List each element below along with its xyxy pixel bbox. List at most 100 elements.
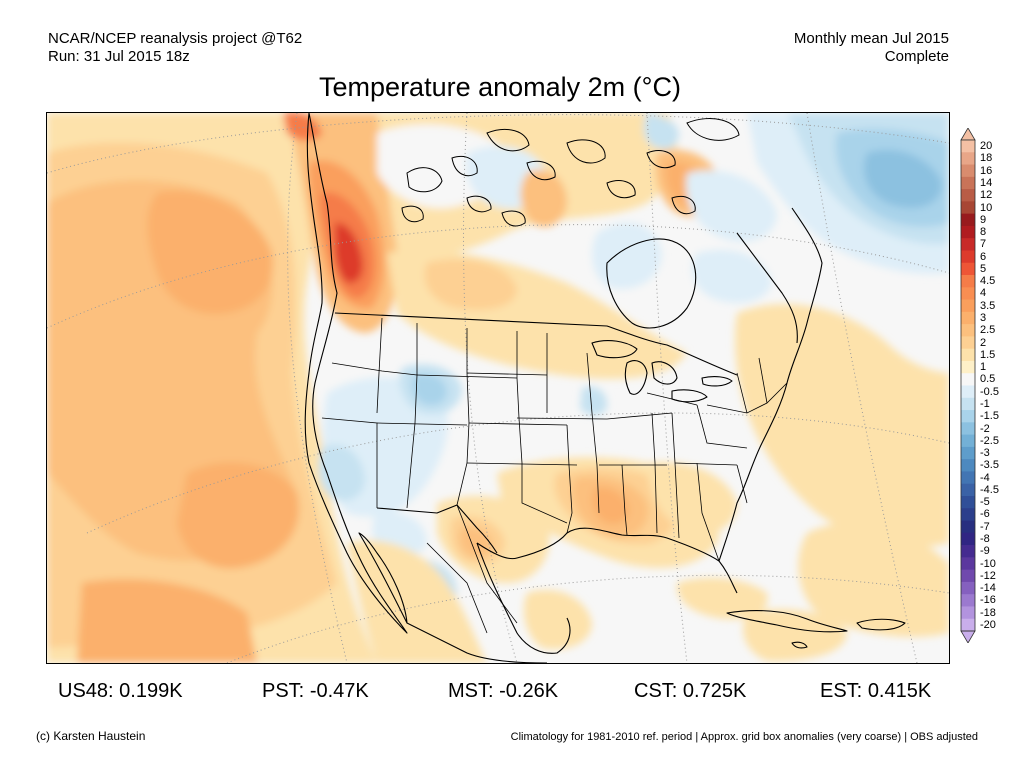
model-label: NCAR/NCEP reanalysis project @T62 bbox=[48, 30, 303, 47]
status-label: Complete bbox=[884, 48, 949, 65]
colorbar-swatch bbox=[961, 287, 975, 300]
colorbar-swatch bbox=[961, 299, 975, 313]
anomaly-map bbox=[46, 112, 950, 664]
colorbar-label: -1 bbox=[980, 397, 990, 410]
colorbar-swatch bbox=[961, 213, 975, 227]
colorbar-label: -20 bbox=[980, 618, 996, 631]
colorbar-swatch bbox=[961, 360, 975, 374]
colorbar-label: -1.5 bbox=[980, 410, 999, 423]
header-left: NCAR/NCEP reanalysis project @T62 Run: 3… bbox=[48, 30, 302, 66]
colorbar-swatch bbox=[961, 410, 975, 423]
color-scale-bar bbox=[960, 128, 976, 643]
colorbar-label: 4 bbox=[980, 287, 987, 300]
colorbar-label: -4.5 bbox=[980, 483, 999, 496]
colorbar-swatch bbox=[961, 250, 975, 264]
colorbar-swatch bbox=[961, 434, 975, 448]
colorbar-label: 20 bbox=[980, 140, 993, 153]
colorbar-swatch bbox=[961, 275, 975, 288]
colorbar-label: 12 bbox=[980, 189, 993, 202]
colorbar-label: -6 bbox=[980, 508, 990, 521]
colorbar-label: -7 bbox=[980, 520, 990, 533]
colorbar-swatch bbox=[961, 324, 975, 337]
map-title: Temperature anomaly 2m (°C) bbox=[319, 72, 681, 102]
colorbar-label: 7 bbox=[980, 238, 987, 251]
anomaly-field bbox=[47, 113, 949, 663]
colorbar-swatch bbox=[961, 336, 975, 350]
colorbar-label: 5 bbox=[980, 262, 987, 275]
colorbar-swatch bbox=[961, 262, 975, 276]
colorbar-swatch bbox=[961, 422, 975, 435]
colorbar-label: -12 bbox=[980, 569, 996, 582]
colorbar-swatch bbox=[961, 397, 975, 411]
colorbar-swatch bbox=[961, 189, 975, 202]
colorbar-max-arrow bbox=[960, 128, 976, 141]
colorbar-swatch bbox=[961, 520, 975, 534]
colorbar-swatch bbox=[961, 311, 975, 325]
colorbar-swatch bbox=[961, 495, 975, 509]
colorbar-label: 16 bbox=[980, 164, 993, 177]
colorbar-swatch bbox=[961, 508, 975, 521]
colorbar-swatch bbox=[961, 348, 975, 362]
colorbar-label: -18 bbox=[980, 606, 996, 619]
state-borders bbox=[321, 317, 788, 562]
colorbar-swatch bbox=[961, 238, 975, 251]
colorbar-swatch bbox=[961, 140, 975, 153]
colorbar-label: -16 bbox=[980, 594, 996, 607]
colorbar-label: -3 bbox=[980, 447, 990, 459]
colorbar-label: 2.5 bbox=[980, 324, 996, 337]
stat-pst: PST: -0.47K bbox=[262, 680, 369, 702]
colorbar-swatch bbox=[961, 164, 975, 178]
colorbar-label: -9 bbox=[980, 545, 990, 558]
colorbar-swatch bbox=[961, 606, 975, 620]
colorbar-label: 3 bbox=[980, 312, 987, 324]
colorbar-swatch bbox=[961, 594, 975, 607]
footnote: Climatology for 1981-2010 ref. period | … bbox=[510, 731, 978, 743]
colorbar-label: 14 bbox=[980, 177, 993, 189]
run-label: Run: 31 Jul 2015 18z bbox=[48, 48, 190, 65]
stat-cst: CST: 0.725K bbox=[634, 680, 747, 702]
colorbar-label: 2 bbox=[980, 336, 987, 349]
colorbar-swatch bbox=[961, 385, 975, 399]
colorbar-swatch bbox=[961, 545, 975, 558]
colorbar-swatch bbox=[961, 225, 975, 239]
colorbar-swatch bbox=[961, 176, 975, 190]
colorbar-swatch bbox=[961, 618, 975, 632]
colorbar-label: -0.5 bbox=[980, 385, 999, 398]
period-label: Monthly mean Jul 2015 bbox=[793, 30, 949, 47]
colorbar-label: 1 bbox=[980, 361, 987, 374]
colorbar-label: 4.5 bbox=[980, 275, 996, 288]
stat-us48: US48: 0.199K bbox=[58, 680, 183, 702]
arctic-islands bbox=[401, 118, 740, 227]
colorbar-swatch bbox=[961, 581, 975, 595]
colorbar-label: -4 bbox=[980, 471, 990, 484]
colorbar-swatch bbox=[961, 483, 975, 497]
colorbar-label: 10 bbox=[980, 201, 993, 214]
colorbar-label: 6 bbox=[980, 250, 987, 263]
colorbar-label: -2 bbox=[980, 422, 990, 435]
colorbar-swatch bbox=[961, 557, 975, 571]
colorbar-label: 8 bbox=[980, 226, 987, 239]
colorbar-label: -2.5 bbox=[980, 434, 999, 447]
stat-mst: MST: -0.26K bbox=[448, 680, 559, 702]
colorbar-swatch bbox=[961, 373, 975, 386]
colorbar-label: -3.5 bbox=[980, 459, 999, 472]
colorbar-label: 3.5 bbox=[980, 299, 996, 312]
coastlines bbox=[304, 113, 906, 663]
colorbar-swatch bbox=[961, 446, 975, 460]
colorbar-label: 1.5 bbox=[980, 348, 996, 361]
colorbar-swatch bbox=[961, 471, 975, 485]
colorbar-label: -8 bbox=[980, 532, 990, 545]
colorbar-swatch bbox=[961, 459, 975, 472]
colorbar-swatch bbox=[961, 201, 975, 215]
mexico-borders bbox=[426, 504, 518, 634]
colorbar-label: 9 bbox=[980, 213, 987, 226]
colorbar-swatch bbox=[961, 569, 975, 583]
colorbar-label: -5 bbox=[980, 496, 990, 509]
colorbar-label: -10 bbox=[980, 557, 996, 570]
regional-stats: US48: 0.199K PST: -0.47K MST: -0.26K CST… bbox=[0, 678, 1024, 706]
colorbar-label: 18 bbox=[980, 152, 993, 165]
colorbar-swatch bbox=[961, 532, 975, 546]
stat-est: EST: 0.415K bbox=[820, 680, 932, 702]
copyright: (c) Karsten Haustein bbox=[36, 729, 146, 743]
graticule bbox=[47, 113, 949, 663]
